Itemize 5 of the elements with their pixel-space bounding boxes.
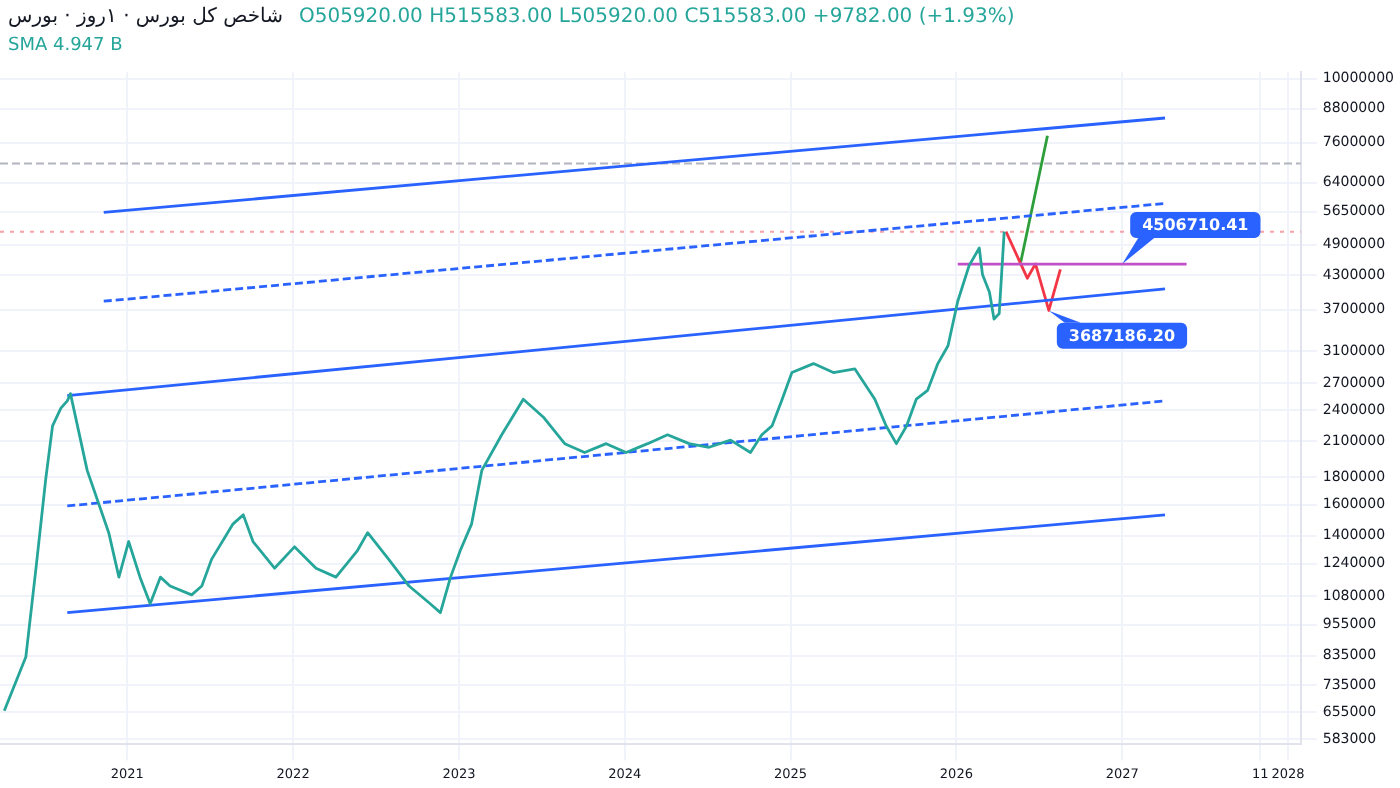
- text: SMA 4.947 B: [8, 36, 123, 56]
- annotation: 3687186.20: [1068, 326, 1176, 345]
- chart-title: شاخص کل بورس · ۱روز · بورس: [8, 6, 283, 28]
- annotation: 4506710.41: [1142, 216, 1250, 235]
- chart-subtitle: O505920.00 H515583.00 L505920.00 C515583.00 +9782.00 (+1.93%): [298, 6, 1015, 28]
